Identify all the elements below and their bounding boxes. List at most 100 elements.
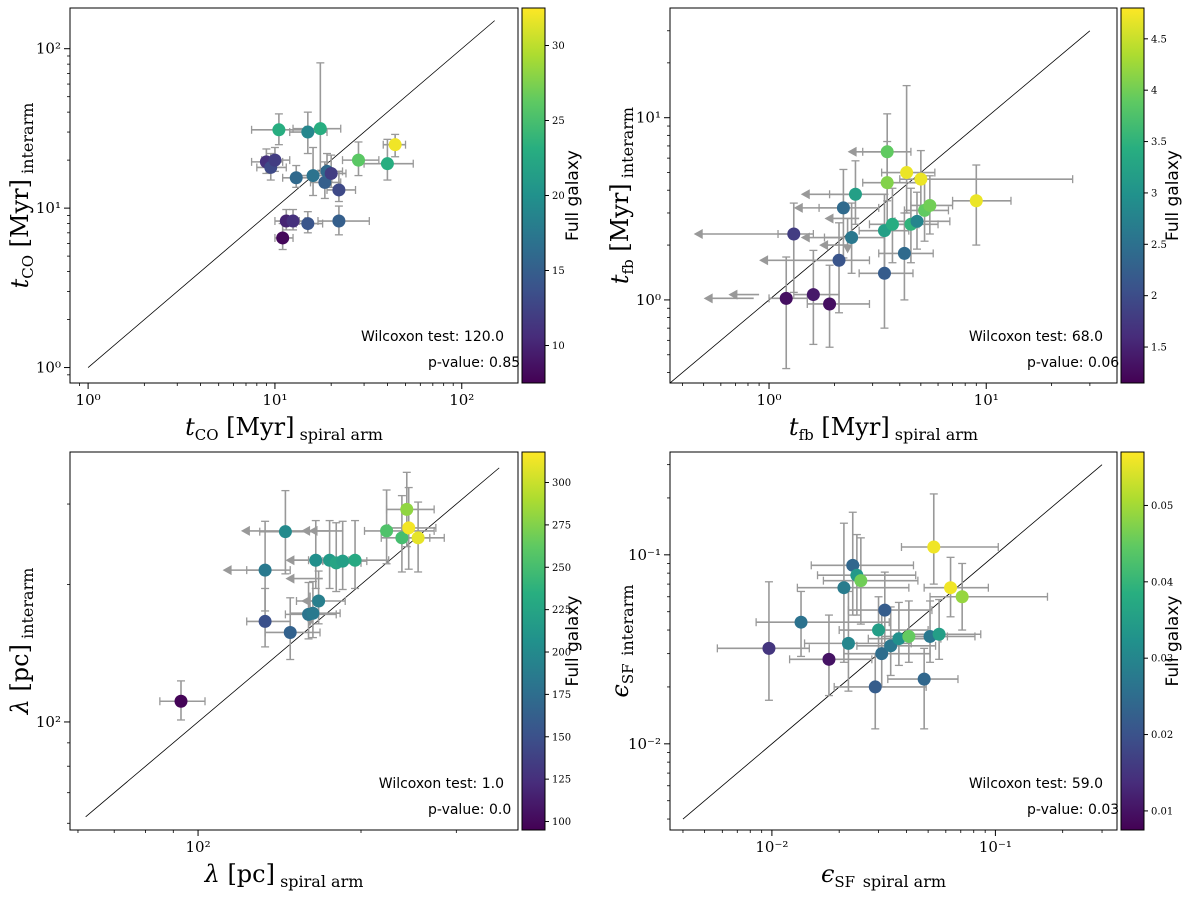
data-point: [969, 194, 983, 208]
data-point: [268, 153, 282, 167]
data-point: [324, 166, 338, 180]
colorbar-label: Full galaxy: [563, 596, 583, 687]
data-point: [927, 540, 941, 554]
upper-limit-arrowhead: [301, 596, 311, 607]
y-tick-label: 10⁰: [36, 359, 61, 377]
data-point: [832, 253, 846, 267]
colorbar-label: Full galaxy: [563, 150, 583, 241]
data-points: [762, 540, 969, 694]
colorbar-tick-label: 4.5: [1151, 34, 1167, 45]
data-point: [278, 525, 292, 539]
data-points: [779, 145, 983, 311]
upper-limit-arrowhead: [308, 525, 318, 536]
one-to-one-line: [87, 20, 495, 368]
colorbar-tick-label: 250: [552, 563, 571, 574]
upper-limit-arrowhead: [703, 293, 713, 304]
x-tick-label: 10⁰: [756, 391, 781, 409]
data-point: [258, 614, 272, 628]
data-point: [841, 636, 855, 650]
colorbar-frame: [1120, 451, 1145, 831]
y-tick-label: 10⁻¹: [628, 546, 661, 564]
colorbar-tick-label: 15: [552, 266, 565, 277]
data-point: [411, 531, 425, 545]
data-point: [286, 214, 300, 228]
colorbar-tick-label: 175: [552, 690, 571, 701]
upper-limit-arrowhead: [301, 525, 311, 536]
upper-limit-arrowhead: [240, 525, 250, 536]
colorbar-tick-label: 300: [552, 478, 571, 489]
data-point: [944, 581, 958, 595]
data-point: [868, 680, 882, 694]
data-point: [306, 606, 320, 620]
data-point: [902, 629, 916, 643]
colorbar-tick-label: 0.03: [1151, 654, 1173, 665]
panel-tfb: 10⁰ 10¹ 10⁰ 10¹ tfb [Myr] spiral arm tfb [Myr…: [606, 7, 1183, 444]
colorbar-frame: [1120, 7, 1145, 384]
data-point: [313, 122, 327, 136]
data-point: [348, 553, 362, 567]
data-point: [872, 623, 886, 637]
colorbar-tick-label: 1.5: [1151, 343, 1167, 354]
data-point: [914, 172, 928, 186]
data-point: [848, 187, 862, 201]
y-tick-label: 10¹: [636, 109, 661, 127]
panel-eps: 10⁻² 10⁻¹ 10⁻² 10⁻¹ ϵSF spiral arm ϵSF intera…: [606, 451, 1183, 891]
colorbar-gradient: [522, 452, 545, 830]
data-point: [900, 166, 914, 180]
data-point: [309, 553, 323, 567]
data-point: [787, 227, 801, 241]
y-axis-label: ϵSF interarm: [606, 584, 637, 697]
colorbar-tick-label: 0.04: [1151, 577, 1173, 588]
one-to-one-line: [85, 467, 500, 818]
data-point: [289, 171, 303, 185]
y-tick-label: 10²: [36, 40, 61, 58]
x-tick-label: 10⁻²: [755, 838, 788, 856]
data-point: [312, 594, 326, 608]
data-point: [846, 558, 860, 572]
data-point: [762, 641, 776, 655]
plot-frame: [669, 7, 1118, 384]
data-point: [923, 198, 937, 212]
data-point: [779, 291, 793, 305]
one-to-one-line: [669, 30, 1091, 384]
x-axis-label: tCO [Myr] spiral arm: [185, 413, 383, 444]
x-axis-label: λ [pc] spiral arm: [204, 860, 364, 891]
wilcoxon-stat: Wilcoxon test: 59.0: [969, 776, 1103, 792]
data-point: [806, 288, 820, 302]
data-point: [272, 123, 286, 137]
p-value: p-value: 0.0: [428, 802, 511, 818]
data-point: [885, 217, 899, 231]
wilcoxon-stat: Wilcoxon test: 120.0: [361, 329, 504, 345]
data-point: [332, 183, 346, 197]
data-point: [283, 625, 297, 639]
data-point: [380, 157, 394, 171]
upper-limit-arrowhead: [824, 213, 834, 224]
data-point: [877, 266, 891, 280]
colorbar-frame: [521, 451, 546, 831]
wilcoxon-stat: Wilcoxon test: 1.0: [379, 776, 504, 792]
colorbar-tick-label: 0.01: [1151, 806, 1173, 817]
panel-tco: 10⁰ 10¹ 10² 10⁰ 10¹ 10² tCO [Myr] spiral arm tC…: [6, 7, 583, 444]
colorbar-label: Full galaxy: [1163, 150, 1183, 241]
colorbar-tick-label: 25: [552, 116, 565, 127]
colorbar-tick-label: 0.05: [1151, 501, 1173, 512]
colorbar-gradient: [522, 8, 545, 383]
panel-lambda: 10² 10² λ [pc] spiral arm λ [pc] interarm Wi…: [6, 451, 583, 891]
data-point: [400, 502, 414, 516]
data-point: [910, 214, 924, 228]
data-point: [836, 201, 850, 215]
colorbar-tick-label: 225: [552, 605, 571, 616]
colorbar-gradient: [1121, 8, 1144, 383]
colorbar-tick-label: 0.02: [1151, 730, 1173, 741]
data-point: [301, 217, 315, 231]
data-point: [388, 138, 402, 152]
data-point: [892, 632, 906, 646]
plot-frame: [69, 451, 519, 831]
upper-limit-arrowhead: [819, 240, 829, 251]
data-points: [174, 502, 425, 708]
data-point: [917, 672, 931, 686]
plot-frame: [669, 451, 1118, 831]
data-point: [932, 627, 946, 641]
upper-limit-arrowhead: [222, 565, 232, 576]
